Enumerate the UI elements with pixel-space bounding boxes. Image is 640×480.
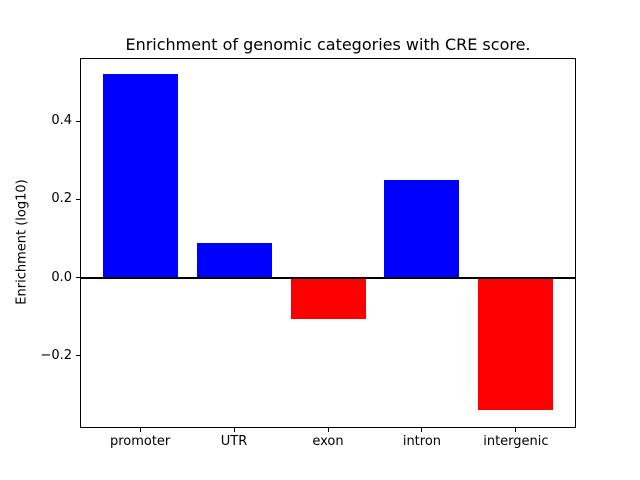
y-tick-label: 0.0 (51, 269, 72, 285)
bar-promoter (102, 74, 178, 278)
y-tick-mark (76, 355, 80, 357)
x-tick-label: intergenic (483, 434, 549, 450)
plot-area-border (80, 58, 576, 428)
y-tick-label: 0.4 (51, 113, 72, 129)
y-tick-label: −0.2 (40, 347, 72, 363)
y-tick-mark (76, 198, 80, 200)
x-tick-label: exon (312, 434, 344, 450)
x-tick-label: intron (402, 434, 442, 450)
x-tick-mark (327, 428, 329, 433)
x-tick-mark (515, 428, 517, 433)
bar-intergenic (478, 277, 554, 411)
zero-line (80, 276, 576, 279)
chart-title: Enrichment of genomic categories with CR… (125, 35, 531, 54)
x-tick-mark (139, 428, 141, 433)
y-tick-mark (76, 277, 80, 279)
x-tick-mark (233, 428, 235, 433)
x-tick-label: promoter (109, 434, 171, 450)
y-tick-label: 0.2 (51, 191, 72, 207)
x-tick-label: UTR (220, 434, 248, 450)
bar-UTR (196, 243, 272, 278)
bar-exon (290, 277, 366, 320)
bar-intron (384, 179, 460, 278)
y-tick-mark (76, 120, 80, 122)
x-tick-mark (421, 428, 423, 433)
